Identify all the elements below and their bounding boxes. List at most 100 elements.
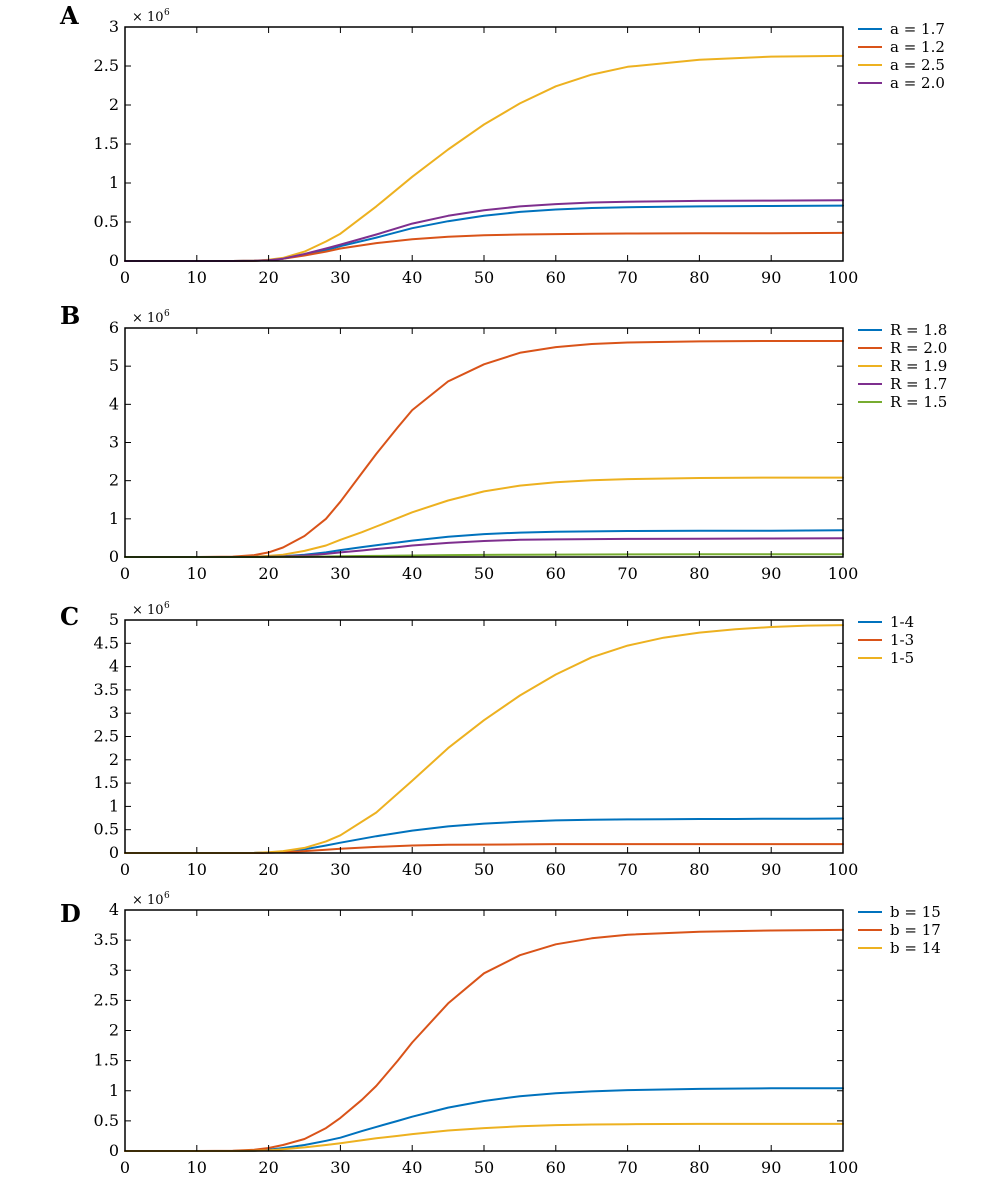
y-multiplier-exponent: 6 bbox=[164, 601, 170, 611]
y-tick-label: 1 bbox=[109, 509, 119, 528]
y-tick-label: 3 bbox=[109, 17, 119, 36]
y-tick-label: 0 bbox=[109, 251, 119, 270]
x-tick-label: 20 bbox=[258, 564, 278, 583]
x-tick-label: 90 bbox=[761, 1158, 781, 1177]
y-tick-label: 4 bbox=[109, 657, 119, 676]
y-tick-label: 4 bbox=[109, 900, 119, 919]
y-tick-label: 1 bbox=[109, 1081, 119, 1100]
x-tick-label: 40 bbox=[402, 564, 422, 583]
legend: a = 1.7a = 1.2a = 2.5a = 2.0 bbox=[858, 20, 945, 92]
panel-letter: B bbox=[60, 301, 80, 330]
series-line-3 bbox=[124, 476, 844, 558]
y-tick-label: 4.5 bbox=[94, 633, 119, 652]
x-tick-label: 20 bbox=[258, 860, 278, 879]
legend-label: 1-5 bbox=[890, 649, 914, 667]
x-tick-label: 90 bbox=[761, 860, 781, 879]
y-tick-label: 0 bbox=[109, 547, 119, 566]
series-lines bbox=[124, 54, 844, 262]
x-tick-label: 0 bbox=[120, 564, 130, 583]
y-tick-label: 3 bbox=[109, 703, 119, 722]
x-tick-label: 10 bbox=[187, 1158, 207, 1177]
y-tick-label: 1.5 bbox=[94, 134, 119, 153]
x-tick-label: 50 bbox=[474, 1158, 494, 1177]
y-tick-label: 2.5 bbox=[94, 56, 119, 75]
y-multiplier-exponent: 6 bbox=[164, 891, 170, 901]
x-tick-label: 80 bbox=[689, 1158, 709, 1177]
series-lines bbox=[124, 928, 844, 1152]
legend: b = 15b = 17b = 14 bbox=[858, 903, 941, 957]
y-tick-label: 2 bbox=[109, 471, 119, 490]
y-tick-label: 3 bbox=[109, 960, 119, 979]
x-tick-label: 60 bbox=[546, 564, 566, 583]
x-tick-label: 60 bbox=[546, 860, 566, 879]
legend-label: R = 1.9 bbox=[890, 357, 947, 375]
x-tick-label: 100 bbox=[828, 564, 859, 583]
series-lines bbox=[124, 340, 844, 558]
x-tick-label: 80 bbox=[689, 268, 709, 287]
x-tick-label: 50 bbox=[474, 268, 494, 287]
series-line-4 bbox=[124, 199, 844, 262]
x-tick-label: 0 bbox=[120, 1158, 130, 1177]
legend-label: a = 1.7 bbox=[890, 20, 945, 38]
y-multiplier-label: × 10 bbox=[132, 893, 164, 908]
series-line-3 bbox=[124, 624, 844, 854]
y-tick-label: 5 bbox=[109, 356, 119, 375]
series-line-3 bbox=[124, 54, 844, 262]
y-multiplier-label: × 10 bbox=[132, 10, 164, 25]
x-tick-label: 0 bbox=[120, 268, 130, 287]
legend-label: a = 2.0 bbox=[890, 74, 945, 92]
y-multiplier-label: × 10 bbox=[132, 603, 164, 618]
x-tick-label: 40 bbox=[402, 268, 422, 287]
panel-letter: A bbox=[59, 1, 79, 30]
y-tick-label: 0.5 bbox=[94, 212, 119, 231]
x-tick-label: 70 bbox=[617, 860, 637, 879]
x-tick-label: 70 bbox=[617, 564, 637, 583]
plot-frame bbox=[124, 327, 844, 558]
x-tick-label: 40 bbox=[402, 860, 422, 879]
series-line-1 bbox=[124, 1087, 844, 1152]
panel-letter: D bbox=[60, 899, 81, 928]
x-tick-label: 60 bbox=[546, 268, 566, 287]
legend-label: R = 2.0 bbox=[890, 339, 947, 357]
y-tick-label: 0 bbox=[109, 1141, 119, 1160]
y-tick-label: 1.5 bbox=[94, 773, 119, 792]
x-tick-label: 10 bbox=[187, 564, 207, 583]
x-tick-label: 70 bbox=[617, 1158, 637, 1177]
x-tick-label: 80 bbox=[689, 564, 709, 583]
legend-label: a = 2.5 bbox=[890, 56, 945, 74]
legend-label: 1-3 bbox=[890, 631, 914, 649]
legend-label: R = 1.7 bbox=[890, 375, 947, 393]
plot-frame bbox=[124, 26, 844, 262]
y-tick-label: 2.5 bbox=[94, 990, 119, 1009]
y-tick-label: 0 bbox=[109, 843, 119, 862]
x-tick-label: 30 bbox=[330, 564, 350, 583]
y-tick-label: 2 bbox=[109, 95, 119, 114]
x-tick-label: 20 bbox=[258, 268, 278, 287]
legend-label: b = 15 bbox=[890, 903, 941, 921]
series-line-2 bbox=[124, 340, 844, 558]
y-tick-label: 1.5 bbox=[94, 1051, 119, 1070]
x-tick-label: 30 bbox=[330, 1158, 350, 1177]
x-tick-label: 20 bbox=[258, 1158, 278, 1177]
x-tick-label: 30 bbox=[330, 860, 350, 879]
y-multiplier-label: × 10 bbox=[132, 311, 164, 326]
legend-label: a = 1.2 bbox=[890, 38, 945, 56]
legend: 1-41-31-5 bbox=[858, 613, 914, 667]
y-tick-label: 5 bbox=[109, 610, 119, 629]
y-tick-label: 2 bbox=[109, 1021, 119, 1040]
x-tick-label: 100 bbox=[828, 268, 859, 287]
y-tick-label: 3.5 bbox=[94, 680, 119, 699]
panel-d: D 0 10 20 30 40 50 60 70 80 90 100 0 0.5 1 1.5 2 2.5 3 3.5 4… bbox=[60, 891, 941, 1177]
x-tick-label: 70 bbox=[617, 268, 637, 287]
y-tick-label: 6 bbox=[109, 318, 119, 337]
series-line-2 bbox=[124, 928, 844, 1152]
legend-label: b = 17 bbox=[890, 921, 941, 939]
y-multiplier-exponent: 6 bbox=[164, 8, 170, 18]
x-tick-label: 0 bbox=[120, 860, 130, 879]
x-tick-label: 90 bbox=[761, 268, 781, 287]
y-tick-label: 2 bbox=[109, 750, 119, 769]
x-tick-label: 50 bbox=[474, 860, 494, 879]
x-tick-label: 50 bbox=[474, 564, 494, 583]
